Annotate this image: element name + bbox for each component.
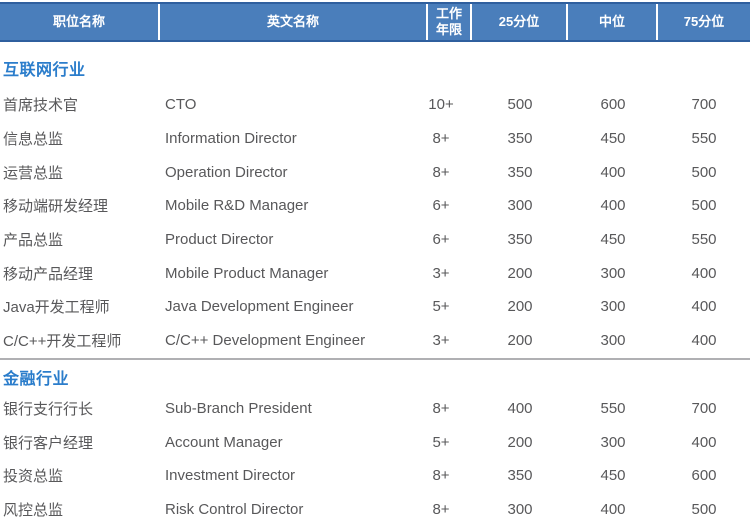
column-header-years: 工作 年限 (428, 4, 472, 40)
cell-p75: 700 (691, 96, 717, 114)
cell-p75: 400 (691, 332, 717, 350)
cell-position-en: C/C++ Development Engineer (165, 332, 366, 350)
cell-years: 8+ (432, 399, 450, 417)
cell-p25: 400 (507, 399, 533, 417)
column-header-p25: 25分位 (472, 4, 568, 40)
table-row: 银行支行行长 Sub-Branch President 8+ 400 550 7… (0, 392, 750, 426)
cell-p25: 200 (507, 264, 533, 282)
column-header-position-en: 英文名称 (160, 4, 428, 40)
cell-position-cn: 信息总监 (3, 131, 64, 149)
section-divider (0, 357, 750, 360)
cell-p75: 400 (691, 433, 717, 451)
section-rows-finance: 银行支行行长 Sub-Branch President 8+ 400 550 7… (0, 392, 750, 527)
cell-position-en: Mobile R&D Manager (165, 197, 309, 215)
cell-median: 450 (600, 467, 626, 485)
cell-years: 3+ (432, 264, 450, 282)
cell-p25: 200 (507, 332, 533, 350)
table-row: 风控总监 Risk Control Director 8+ 300 400 50… (0, 493, 750, 527)
cell-years: 8+ (432, 130, 450, 148)
cell-position-en: Java Development Engineer (165, 298, 354, 316)
cell-p25: 500 (507, 96, 533, 114)
cell-position-en: Information Director (165, 130, 297, 148)
column-header-p75: 75分位 (683, 13, 725, 29)
cell-position-en: Sub-Branch President (165, 399, 312, 417)
cell-position-cn: 银行支行行长 (3, 400, 94, 418)
cell-position-en: Account Manager (165, 433, 283, 451)
cell-position-cn: Java开发工程师 (3, 299, 110, 317)
cell-median: 550 (600, 399, 626, 417)
cell-p25: 200 (507, 298, 533, 316)
cell-p75: 600 (691, 467, 717, 485)
table-row: 投资总监 Investment Director 8+ 350 450 600 (0, 459, 750, 493)
cell-years: 6+ (432, 231, 450, 249)
cell-p75: 700 (691, 399, 717, 417)
cell-p75: 500 (691, 163, 717, 181)
table-row: 信息总监 Information Director 8+ 350 450 550 (0, 122, 750, 156)
table-header: 职位名称 英文名称 工作 年限 25分位 中位 75分位 (0, 2, 750, 42)
table-row: C/C++开发工程师 C/C++ Development Engineer 3+… (0, 324, 750, 358)
cell-p25: 350 (507, 231, 533, 249)
cell-position-en: Risk Control Director (165, 500, 304, 518)
table-row: 移动端研发经理 Mobile R&D Manager 6+ 300 400 50… (0, 189, 750, 223)
cell-years: 3+ (432, 332, 450, 350)
cell-position-en: Operation Director (165, 163, 288, 181)
table-row: Java开发工程师 Java Development Engineer 5+ 2… (0, 290, 750, 324)
section-title-internet: 互联网行业 (3, 62, 86, 79)
cell-position-en: Mobile Product Manager (165, 264, 329, 282)
cell-years: 6+ (432, 197, 450, 215)
cell-p25: 350 (507, 163, 533, 181)
cell-median: 600 (600, 96, 626, 114)
cell-position-cn: 风控总监 (3, 501, 64, 519)
cell-position-cn: 投资总监 (3, 468, 64, 486)
table-row: 首席技术官 CTO 10+ 500 600 700 (0, 88, 750, 122)
cell-p75: 500 (691, 500, 717, 518)
cell-p25: 200 (507, 433, 533, 451)
cell-median: 300 (600, 332, 626, 350)
cell-position-cn: 移动产品经理 (3, 265, 94, 283)
cell-years: 10+ (428, 96, 454, 114)
cell-position-cn: 首席技术官 (3, 97, 79, 115)
cell-position-cn: 银行客户经理 (3, 434, 94, 452)
cell-position-cn: C/C++开发工程师 (3, 333, 122, 351)
cell-p75: 400 (691, 298, 717, 316)
table-row: 移动产品经理 Mobile Product Manager 3+ 200 300… (0, 256, 750, 290)
cell-p25: 350 (507, 467, 533, 485)
cell-median: 450 (600, 130, 626, 148)
cell-years: 8+ (432, 163, 450, 181)
cell-years: 8+ (432, 467, 450, 485)
cell-p75: 500 (691, 197, 717, 215)
cell-years: 8+ (432, 500, 450, 518)
cell-median: 400 (600, 197, 626, 215)
cell-years: 5+ (432, 433, 450, 451)
cell-position-cn: 移动端研发经理 (3, 198, 109, 216)
cell-position-en: Product Director (165, 231, 274, 249)
cell-median: 400 (600, 500, 626, 518)
cell-median: 300 (600, 298, 626, 316)
cell-years: 5+ (432, 298, 450, 316)
section-internet: 互联网行业 首席技术官 CTO 10+ 500 600 700 信息总监 Inf… (0, 42, 750, 358)
cell-p25: 300 (507, 500, 533, 518)
cell-median: 300 (600, 264, 626, 282)
cell-median: 450 (600, 231, 626, 249)
table-row: 运营总监 Operation Director 8+ 350 400 500 (0, 155, 750, 189)
section-rows-internet: 首席技术官 CTO 10+ 500 600 700 信息总监 Informati… (0, 88, 750, 358)
cell-median: 400 (600, 163, 626, 181)
section-finance: 金融行业 银行支行行长 Sub-Branch President 8+ 400 … (0, 360, 750, 527)
column-header-median: 中位 (568, 4, 658, 40)
cell-median: 300 (600, 433, 626, 451)
cell-position-en: Investment Director (165, 467, 296, 485)
column-header-position-cn: 职位名称 (0, 4, 160, 40)
cell-p75: 550 (691, 231, 717, 249)
cell-position-cn: 运营总监 (3, 164, 64, 182)
table-row: 产品总监 Product Director 6+ 350 450 550 (0, 223, 750, 257)
cell-position-en: CTO (165, 96, 197, 114)
cell-p75: 550 (691, 130, 717, 148)
cell-p25: 350 (507, 130, 533, 148)
cell-position-cn: 产品总监 (3, 232, 64, 250)
section-title-finance: 金融行业 (3, 370, 70, 388)
cell-p25: 300 (507, 197, 533, 215)
cell-p75: 400 (691, 264, 717, 282)
table-row: 银行客户经理 Account Manager 5+ 200 300 400 (0, 425, 750, 459)
